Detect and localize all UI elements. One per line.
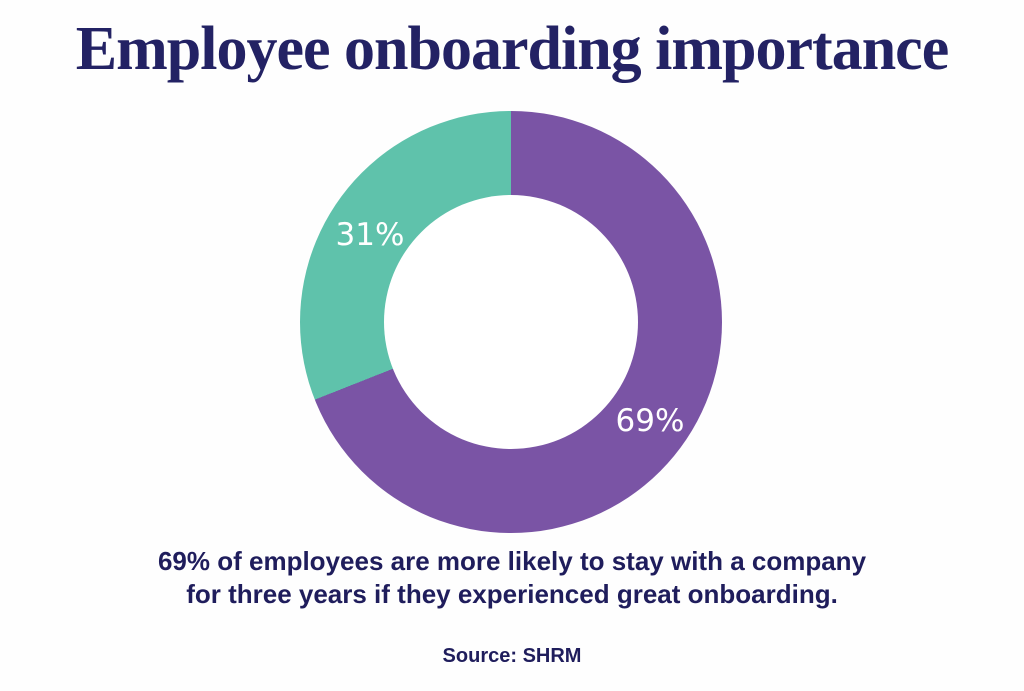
page-title: Employee onboarding importance: [75, 15, 949, 83]
donut-hole: [384, 195, 638, 449]
caption: 69% of employees are more likely to stay…: [0, 545, 1024, 611]
caption-line-1: 69% of employees are more likely to stay…: [157, 546, 867, 576]
caption-line-2: for three years if they experienced grea…: [186, 579, 838, 609]
slice-label-31: 31%: [335, 217, 405, 253]
donut-chart: 69% 31%: [300, 111, 722, 533]
slice-label-69: 69%: [615, 403, 685, 439]
source-note: Source: SHRM: [442, 645, 582, 667]
